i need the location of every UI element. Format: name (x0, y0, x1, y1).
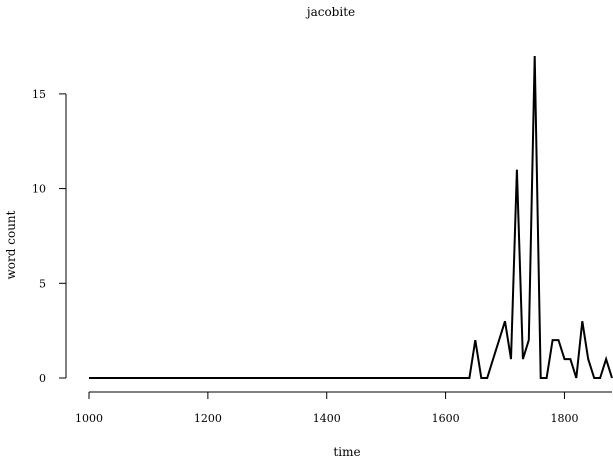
y-axis-label: word count (4, 210, 18, 279)
x-tick-label: 1400 (313, 412, 341, 425)
x-axis: 1000 1200 1400 1600 1800 (75, 391, 612, 425)
plot-series (89, 55, 613, 379)
x-tick-label: 1200 (194, 412, 222, 425)
y-tick-label: 0 (39, 372, 46, 385)
x-tick-label: 1000 (75, 412, 103, 425)
y-tick-label: 10 (32, 183, 46, 196)
chart-title: jacobite (305, 5, 355, 19)
x-axis-label: time (333, 445, 360, 459)
y-tick-label: 5 (39, 277, 46, 290)
y-axis: 0 5 10 15 (32, 88, 67, 385)
x-tick-label: 1600 (432, 412, 460, 425)
series-line (89, 55, 613, 379)
y-tick-label: 15 (32, 88, 46, 101)
x-tick-label: 1800 (550, 412, 578, 425)
